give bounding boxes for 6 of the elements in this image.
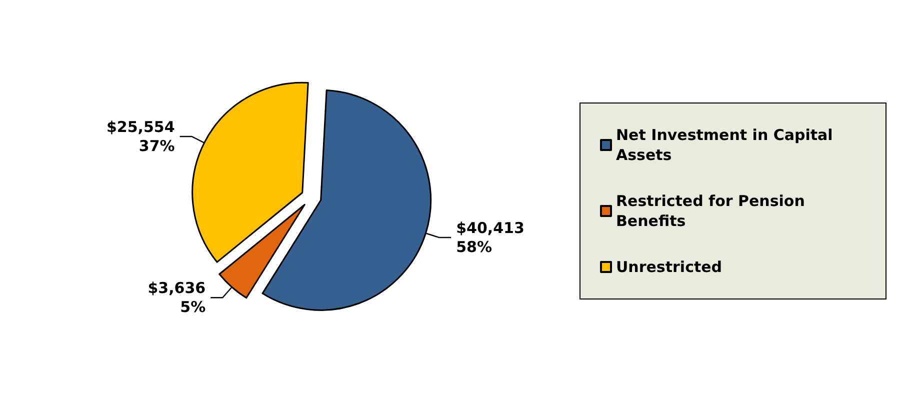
data-label: $40,413 58% <box>456 218 524 256</box>
data-label: $3,636 5% <box>148 279 206 316</box>
data-label: $25,554 37% <box>106 118 175 155</box>
legend-label: Net Investment in Capital Assets <box>616 126 838 164</box>
legend-label: Unrestricted <box>616 258 722 276</box>
legend-label: Restricted for Pension Benefits <box>616 192 810 230</box>
